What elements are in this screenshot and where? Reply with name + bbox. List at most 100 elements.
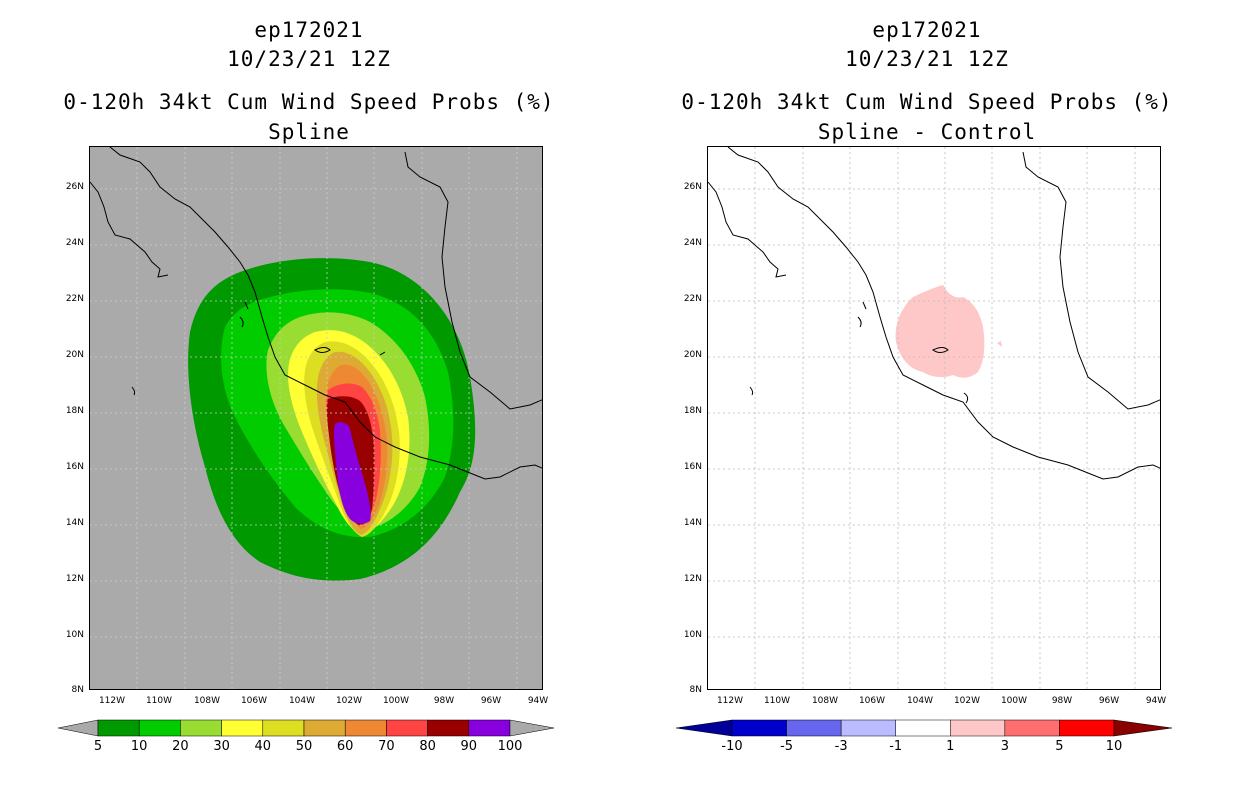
lat-label-14n: 14N	[65, 518, 84, 528]
right-colorbar-label: -10	[721, 739, 743, 754]
lon-label-112w: 112W	[716, 696, 744, 706]
lat-label-26n: 26N	[683, 182, 702, 192]
left-product-title: 0-120h 34kt Cum Wind Speed Probs (%)	[63, 90, 555, 114]
lat-lon-grid	[708, 147, 1160, 689]
left-storm-id: ep172021	[254, 18, 364, 42]
right-colorbar-label: 3	[1000, 739, 1009, 754]
lat-label-12n: 12N	[65, 574, 84, 584]
left-colorbar-label: 100	[497, 739, 523, 754]
left-colorbar-box	[180, 719, 222, 737]
lon-label-104w: 104W	[906, 696, 934, 706]
right-colorbar-label: -1	[889, 739, 903, 754]
left-colorbar-box	[138, 719, 181, 737]
lon-label-104w: 104W	[288, 696, 316, 706]
lon-label-96w: 96W	[1098, 696, 1120, 706]
lon-label-94w: 94W	[527, 696, 549, 706]
left-colorbar-label: 10	[130, 739, 148, 754]
right-colorbar-label: -3	[834, 739, 848, 754]
left-datetime: 10/23/21 12Z	[227, 47, 391, 71]
lon-label-110w: 110W	[763, 696, 791, 706]
lon-label-106w: 106W	[240, 696, 268, 706]
right-product-title: 0-120h 34kt Cum Wind Speed Probs (%)	[681, 90, 1173, 114]
left-colorbar-label: 70	[378, 739, 395, 754]
right-colorbar-boxes	[731, 719, 1115, 737]
right-colorbar-box	[1059, 719, 1115, 737]
right-colorbar-label: 1	[946, 739, 955, 754]
lat-label-8n: 8N	[71, 685, 84, 695]
left-subtitle: Spline	[268, 120, 350, 144]
lat-label-18n: 18N	[65, 406, 84, 416]
diff-contour-1-3-small	[997, 341, 1002, 347]
right-colorbar-label: 5	[1055, 739, 1064, 754]
lon-label-96w: 96W	[480, 696, 502, 706]
lon-label-112w: 112W	[98, 696, 126, 706]
right-colorbar-box	[840, 719, 896, 737]
left-colorbar-label: 20	[172, 739, 189, 754]
right-colorbar-high-arrow	[1113, 719, 1172, 737]
lat-label-10n: 10N	[683, 630, 702, 640]
left-colorbar-box	[344, 719, 387, 737]
left-colorbar-label: 40	[254, 739, 272, 754]
left-colorbar-box	[303, 719, 346, 737]
prob-contour-90	[334, 422, 371, 524]
lat-lon-grid	[90, 147, 542, 689]
lon-label-98w: 98W	[433, 696, 455, 706]
right-map-svg	[708, 147, 1160, 689]
lon-label-100w: 100W	[382, 696, 410, 706]
lat-label-20n: 20N	[683, 350, 702, 360]
left-colorbar-box	[427, 719, 470, 737]
lat-label-20n: 20N	[65, 350, 84, 360]
left-colorbar	[58, 719, 554, 737]
diff-contour-1-3	[895, 285, 985, 378]
left-panel: ep172021 10/23/21 12Z 0-120h 34kt Cum Wi…	[58, 18, 555, 754]
left-map	[89, 146, 543, 690]
right-datetime: 10/23/21 12Z	[845, 47, 1009, 71]
right-colorbar-box	[731, 719, 787, 737]
left-colorbar-label: 90	[460, 739, 478, 754]
lon-label-100w: 100W	[1000, 696, 1028, 706]
right-subtitle: Spline - Control	[817, 120, 1037, 144]
lat-label-14n: 14N	[683, 518, 702, 528]
lon-label-98w: 98W	[1051, 696, 1073, 706]
lat-label-26n: 26N	[65, 182, 84, 192]
left-colorbar-high-arrow	[509, 719, 554, 737]
left-colorbar-label: 30	[213, 739, 230, 754]
right-colorbar-box	[786, 719, 842, 737]
left-colorbar-label: 60	[336, 739, 354, 754]
lon-label-108w: 108W	[811, 696, 839, 706]
lat-label-8n: 8N	[689, 685, 702, 695]
lon-label-102w: 102W	[335, 696, 363, 706]
right-map	[707, 146, 1161, 690]
lon-label-102w: 102W	[953, 696, 981, 706]
lat-label-24n: 24N	[683, 238, 702, 248]
left-colorbar-label: 50	[295, 739, 313, 754]
right-colorbar-box	[950, 719, 1006, 737]
lon-label-110w: 110W	[145, 696, 173, 706]
lon-label-94w: 94W	[1145, 696, 1167, 706]
right-colorbar-label: -5	[780, 739, 794, 754]
lat-label-18n: 18N	[683, 406, 702, 416]
lat-label-22n: 22N	[683, 294, 702, 304]
left-colorbar-box	[386, 719, 428, 737]
right-colorbar-box	[1004, 719, 1060, 737]
lat-label-12n: 12N	[683, 574, 702, 584]
lon-label-106w: 106W	[858, 696, 886, 706]
right-panel: ep172021 10/23/21 12Z 0-120h 34kt Cum Wi…	[618, 0, 1236, 800]
left-colorbar-label: 5	[93, 739, 103, 754]
left-colorbar-box	[262, 719, 305, 737]
left-colorbar-box	[468, 719, 511, 737]
left-colorbar-boxes	[97, 719, 511, 737]
lat-label-10n: 10N	[65, 630, 84, 640]
left-colorbar-label: 80	[419, 739, 436, 754]
left-colorbar-box	[221, 719, 264, 737]
lat-label-16n: 16N	[683, 462, 702, 472]
coastlines	[90, 147, 542, 480]
left-map-svg	[90, 147, 542, 689]
lat-label-22n: 22N	[65, 294, 84, 304]
lat-label-24n: 24N	[65, 238, 84, 248]
left-colorbar-box	[97, 719, 140, 737]
right-colorbar-low-arrow	[676, 719, 733, 737]
coastlines	[708, 147, 1160, 480]
right-storm-id: ep172021	[872, 18, 982, 42]
left-colorbar-low-arrow	[58, 719, 99, 737]
